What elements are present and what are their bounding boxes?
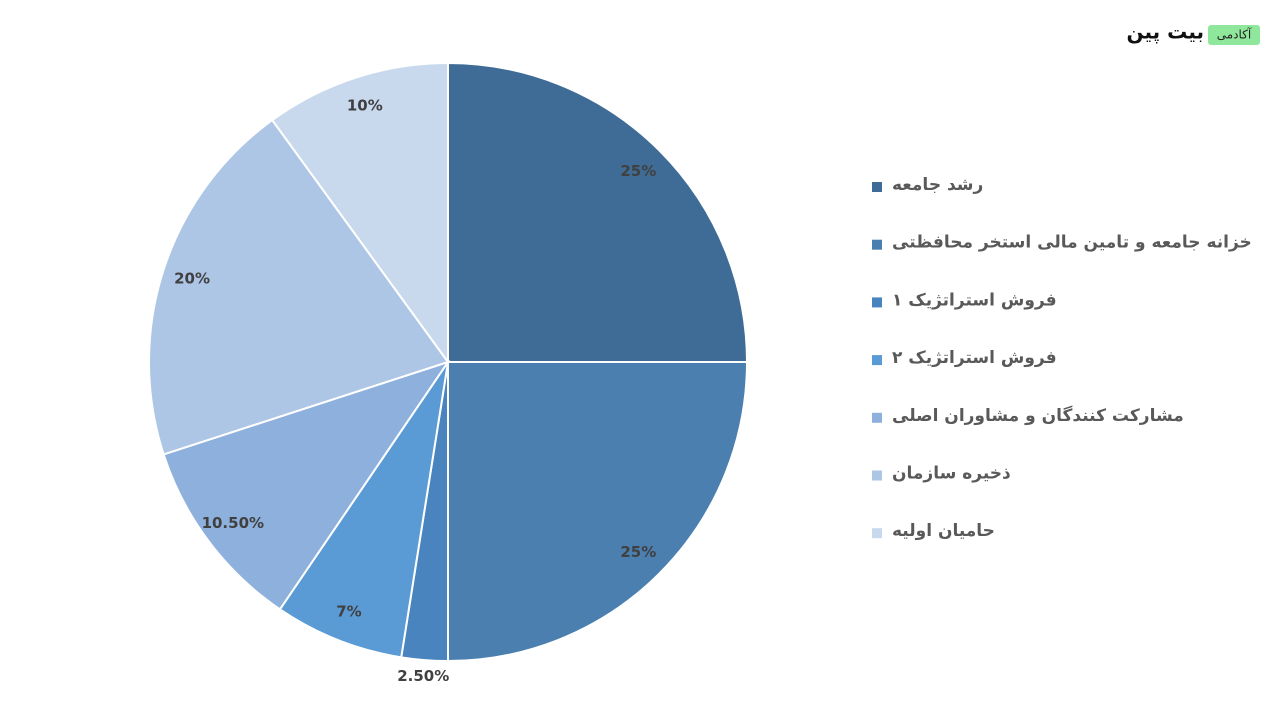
data-label: 25% bbox=[620, 543, 656, 561]
brand-badge-bg bbox=[1208, 25, 1260, 45]
legend-swatch bbox=[872, 355, 882, 366]
legend-swatch bbox=[872, 239, 882, 250]
data-label: 20% bbox=[174, 269, 210, 287]
brand-name: بیت پین bbox=[1127, 20, 1204, 45]
legend-swatch bbox=[872, 470, 882, 481]
pie-slice bbox=[162, 360, 451, 611]
legend-swatch bbox=[872, 182, 882, 192]
pie-slice bbox=[447, 361, 749, 663]
pie-slice bbox=[270, 61, 449, 366]
legend-swatch bbox=[872, 297, 882, 308]
data-label: 10.50% bbox=[202, 514, 264, 532]
data-label: 25% bbox=[620, 162, 656, 180]
brand-badge: آکادمی bbox=[1217, 27, 1252, 42]
pie-slice bbox=[148, 118, 450, 456]
pie-slice bbox=[447, 61, 749, 363]
legend-label: فروش استراتژیک ۱ bbox=[892, 290, 1057, 310]
data-label: 7% bbox=[336, 603, 361, 621]
legend-label: مشارکت کنندگان و مشاوران اصلی bbox=[892, 405, 1184, 426]
legend-label: حامیان اولیه bbox=[892, 521, 995, 541]
data-label: 2.50% bbox=[397, 667, 449, 685]
legend-swatch bbox=[872, 528, 882, 539]
legend-label: خزانه جامعه و تامین مالی استخر محافظتی bbox=[892, 233, 1252, 253]
data-label: 10% bbox=[347, 97, 383, 115]
pie-slice bbox=[278, 361, 449, 659]
legend-label: ذخیره سازمان bbox=[892, 464, 1011, 484]
legend-label: رشد جامعه bbox=[892, 175, 983, 195]
legend-swatch bbox=[872, 412, 882, 423]
legend-label: فروش استراتژیک ۲ bbox=[892, 348, 1057, 368]
